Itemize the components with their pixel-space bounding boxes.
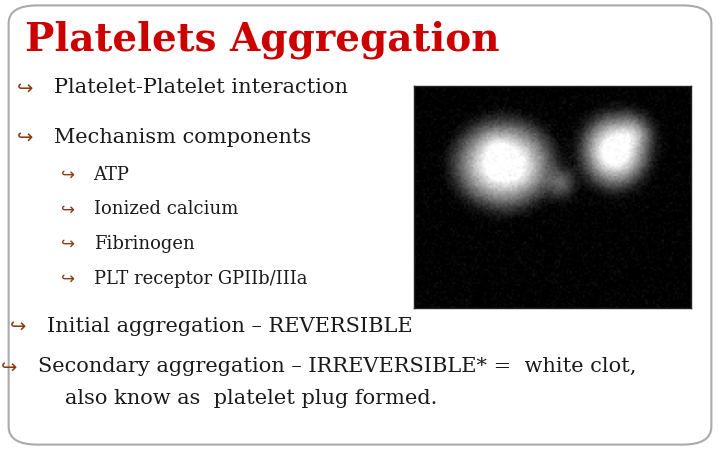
Text: ATP: ATP — [94, 166, 130, 184]
Text: Fibrinogen: Fibrinogen — [94, 235, 194, 253]
FancyBboxPatch shape — [9, 5, 711, 445]
Text: ↪: ↪ — [17, 128, 33, 147]
Text: Mechanism components: Mechanism components — [54, 128, 311, 147]
Text: PLT receptor GPIIb/IIIa: PLT receptor GPIIb/IIIa — [94, 270, 307, 288]
Text: ↪: ↪ — [17, 78, 33, 97]
Text: ↪: ↪ — [61, 200, 76, 218]
Text: Ionized calcium: Ionized calcium — [94, 200, 238, 218]
Text: ↪: ↪ — [61, 235, 76, 253]
Text: Secondary aggregation – IRREVERSIBLE* =  white clot,: Secondary aggregation – IRREVERSIBLE* = … — [38, 357, 636, 376]
Text: ↪: ↪ — [1, 357, 17, 376]
Text: Platelets Aggregation: Platelets Aggregation — [25, 20, 500, 59]
Text: also know as  platelet plug formed.: also know as platelet plug formed. — [65, 389, 437, 408]
Text: ↪: ↪ — [61, 270, 76, 288]
Text: Initial aggregation – REVERSIBLE: Initial aggregation – REVERSIBLE — [47, 317, 413, 336]
Text: Platelet-Platelet interaction: Platelet-Platelet interaction — [54, 78, 348, 97]
Text: ↪: ↪ — [61, 166, 76, 184]
Text: ↪: ↪ — [10, 317, 26, 336]
